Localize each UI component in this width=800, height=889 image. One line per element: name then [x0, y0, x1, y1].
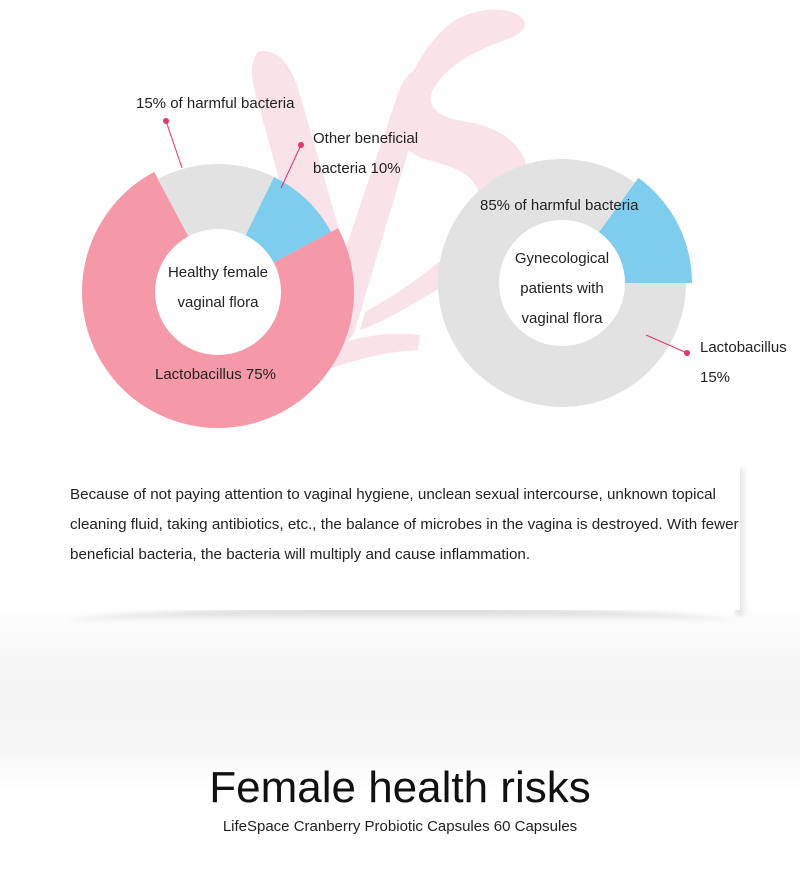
left-beneficial-label-line2: bacteria 10%	[313, 160, 401, 177]
right-harmful-label: 85% of harmful bacteria	[480, 197, 639, 214]
right-lactobacillus-label-line1: Lactobacillus	[700, 339, 787, 356]
left-slice-2	[157, 163, 275, 292]
right-lactobacillus-leader-line	[645, 334, 688, 354]
left-beneficial-leader-line	[280, 144, 302, 189]
right-center-line3: vaginal flora	[521, 310, 603, 327]
description-text: Because of not paying attention to vagin…	[70, 486, 739, 563]
card-shadow-bottom	[66, 608, 738, 622]
right-center-label: Gynecological patients with vaginal flor…	[499, 244, 625, 334]
right-donut-center	[499, 220, 625, 346]
page-title: Female health risks	[209, 763, 591, 812]
right-lactobacillus-dot	[684, 350, 690, 356]
left-center-line1: Healthy female	[167, 264, 269, 281]
left-harmful-dot	[163, 118, 169, 124]
healthy-flora-donut-chart	[82, 118, 355, 428]
left-harmful-label: 15% of harmful bacteria	[136, 95, 295, 112]
right-center-line1: Gynecological	[514, 250, 610, 267]
left-center-label: Healthy female vaginal flora	[155, 258, 281, 318]
left-lactobacillus-label: Lactobacillus 75%	[155, 366, 276, 383]
description-card	[60, 460, 740, 610]
left-donut-center	[155, 229, 281, 355]
left-harmful-leader-line	[165, 120, 183, 169]
left-beneficial-label-line1: Other beneficial	[313, 130, 419, 147]
patient-flora-donut-chart	[437, 158, 692, 407]
right-center-line2: patients with	[520, 280, 604, 297]
left-beneficial-dot	[298, 142, 304, 148]
product-subtitle: LifeSpace Cranberry Probiotic Capsules 6…	[222, 818, 578, 835]
right-lactobacillus-label-line2: 15%	[700, 369, 731, 386]
left-center-line2: vaginal flora	[177, 294, 259, 311]
